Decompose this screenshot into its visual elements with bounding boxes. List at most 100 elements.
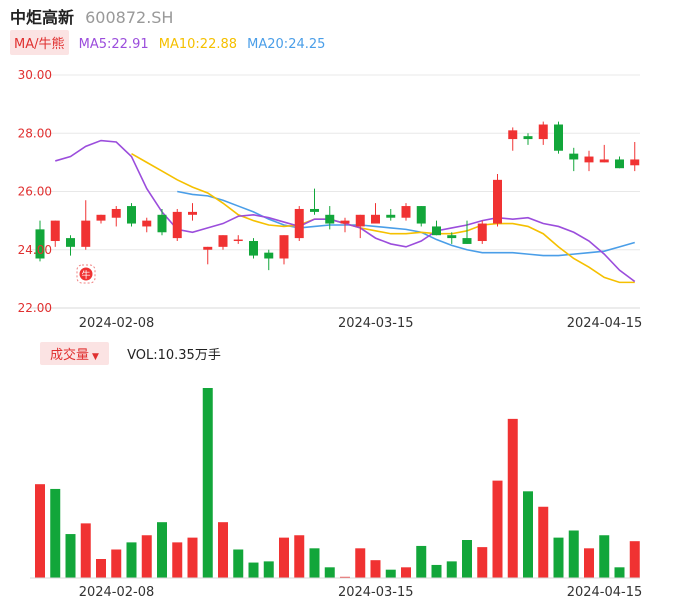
volume-bar — [309, 548, 320, 578]
candle — [203, 246, 213, 265]
candle-body — [66, 238, 75, 247]
svg-text:牛: 牛 — [81, 269, 90, 281]
candle-body — [401, 206, 411, 218]
volume-bar — [355, 548, 366, 578]
volume-bar — [446, 561, 457, 578]
ma-legend: MA/牛熊 MA5:22.91 MA10:22.88 MA20:24.25 — [10, 30, 326, 55]
candlestick-series — [35, 121, 640, 271]
candle-body — [203, 246, 213, 250]
candle — [416, 206, 426, 227]
candle — [477, 220, 487, 244]
candle-body — [340, 220, 350, 224]
volume-bar — [233, 549, 244, 578]
candle — [569, 147, 579, 172]
candle-body — [416, 206, 426, 224]
volume-bar — [35, 484, 45, 578]
candle-body — [462, 238, 472, 244]
volume-bar — [538, 506, 549, 578]
volume-bar — [263, 561, 274, 578]
candle-body — [157, 214, 167, 233]
candle-body — [264, 252, 274, 259]
volume-bar — [523, 491, 533, 578]
candle — [50, 220, 60, 247]
candle — [310, 188, 319, 215]
candle-body — [432, 226, 441, 236]
candle — [35, 220, 45, 262]
ma5-value: MA5:22.91 — [78, 37, 149, 52]
bull-marker-icon[interactable]: 牛 — [76, 264, 96, 284]
volume-bar — [584, 548, 594, 578]
candle — [447, 232, 457, 244]
candle-body — [233, 239, 243, 242]
candle-body — [127, 206, 136, 224]
price-tick-label: 26.00 — [18, 185, 52, 199]
candle — [554, 121, 563, 154]
volume-bar — [568, 530, 579, 578]
candle-body — [371, 214, 380, 224]
volume-bar — [279, 537, 289, 578]
volume-bar — [126, 542, 137, 578]
volume-bar — [340, 576, 350, 578]
date-tick-label: 2024-04-15 — [567, 316, 643, 331]
date-tick-label: 2024-03-15 — [338, 316, 414, 331]
candle — [599, 144, 609, 163]
candle — [111, 206, 121, 227]
candle — [508, 127, 518, 151]
volume-bar — [416, 545, 427, 578]
candle — [157, 208, 167, 236]
volume-date-tick-label: 2024-02-08 — [79, 585, 155, 600]
candle — [66, 235, 75, 256]
volume-indicator-dropdown[interactable]: 成交量 ▼ — [40, 342, 109, 365]
volume-date-axis: 2024-02-08 2024-03-15 2024-04-15 — [79, 585, 643, 600]
date-axis: 2024-02-08 2024-03-15 2024-04-15 — [79, 316, 643, 331]
candle-body — [142, 220, 152, 227]
candle — [340, 217, 350, 233]
ma-toggle-button[interactable]: MA/牛熊 — [10, 30, 69, 55]
candle-body — [249, 241, 258, 256]
volume-bar — [492, 480, 503, 578]
volume-bar — [111, 549, 122, 578]
candle — [630, 141, 640, 172]
candle — [264, 249, 274, 271]
candle — [96, 214, 106, 224]
volume-bar — [385, 569, 396, 578]
volume-bar — [157, 522, 167, 578]
volume-bar — [599, 535, 610, 578]
candle — [538, 121, 548, 145]
candle-body — [50, 220, 60, 242]
ma10-value: MA10:22.88 — [158, 37, 238, 52]
volume-bar — [202, 388, 213, 578]
volume-bar — [80, 523, 91, 578]
candle — [233, 235, 243, 244]
candle-body — [599, 159, 609, 163]
candle-body — [508, 130, 518, 140]
candle-body — [325, 214, 335, 224]
price-tick-label: 30.00 — [18, 68, 52, 82]
volume-bar — [218, 522, 228, 578]
candle — [188, 203, 197, 221]
candle-body — [294, 208, 304, 239]
volume-bar — [370, 560, 381, 578]
volume-bar — [248, 562, 259, 578]
candle-body — [279, 235, 289, 259]
candle-body — [188, 211, 197, 215]
volume-legend: 成交量 ▼ VOL:10.35万手 — [40, 342, 221, 365]
volume-indicator-label: 成交量 — [50, 348, 90, 363]
ma20-line — [177, 190, 635, 257]
price-grid — [30, 74, 640, 309]
volume-bar — [507, 418, 518, 578]
volume-date-tick-label: 2024-03-15 — [338, 585, 414, 600]
ma10-line — [131, 152, 635, 284]
candle — [523, 133, 533, 145]
candle — [432, 220, 441, 236]
volume-bar — [553, 537, 564, 578]
ma20-value: MA20:24.25 — [247, 37, 326, 52]
candle — [172, 208, 182, 242]
candle — [249, 238, 258, 259]
candle-body — [493, 179, 502, 224]
candle-body — [554, 124, 563, 151]
candle-body — [355, 214, 365, 227]
candle-body — [81, 220, 91, 247]
candle — [493, 174, 502, 227]
